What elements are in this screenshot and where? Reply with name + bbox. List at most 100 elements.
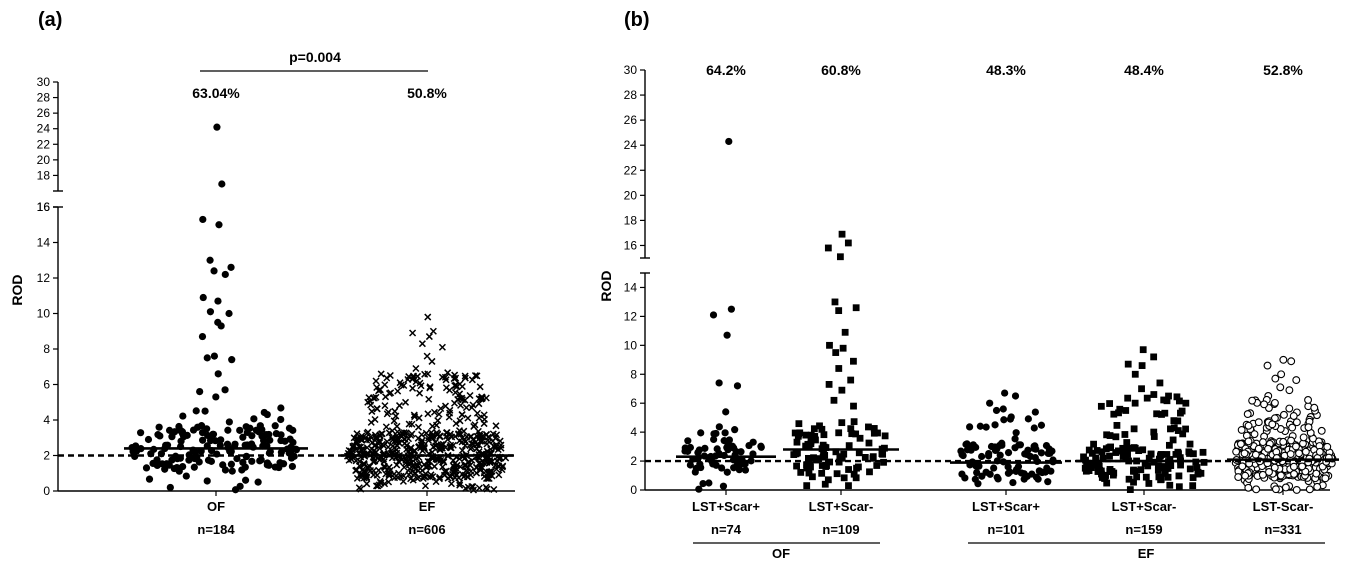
data-point [1037, 468, 1045, 476]
data-point [439, 463, 447, 471]
data-point [966, 423, 974, 431]
data-point [994, 475, 1002, 483]
data-point [1115, 409, 1122, 417]
data-point [352, 457, 360, 465]
data-point [454, 430, 462, 438]
data-point [967, 446, 975, 454]
data-point [429, 432, 437, 440]
data-point [1174, 417, 1182, 425]
data-point [1153, 410, 1161, 418]
data-point [480, 420, 488, 428]
n-count-label: n=184 [197, 522, 235, 537]
data-point [852, 430, 860, 438]
data-point [355, 443, 363, 451]
data-point [210, 267, 218, 275]
percentage-label: 60.8% [821, 62, 861, 78]
data-point [223, 440, 232, 448]
data-point [1112, 449, 1120, 456]
data-point [425, 333, 433, 341]
data-point [407, 431, 415, 439]
data-point [1156, 379, 1164, 387]
data-point [405, 471, 413, 479]
data-point [357, 446, 365, 454]
data-point [1250, 430, 1259, 439]
data-point [1163, 464, 1171, 471]
data-point [996, 441, 1004, 450]
data-point [1011, 435, 1019, 443]
y-tick-label: 0 [630, 483, 637, 497]
data-point [185, 456, 193, 464]
data-point [794, 449, 801, 457]
data-point [468, 482, 476, 491]
data-point [691, 468, 699, 476]
data-point [1021, 450, 1029, 458]
data-point [418, 340, 426, 348]
data-point [474, 427, 482, 435]
data-point [214, 370, 222, 378]
data-point [1281, 483, 1290, 492]
data-point [1234, 473, 1243, 482]
data-point [429, 472, 437, 481]
data-point [289, 426, 297, 434]
data-point [982, 468, 990, 476]
data-point [373, 405, 381, 413]
data-point [1103, 431, 1111, 439]
data-point [422, 429, 430, 437]
data-point [236, 482, 244, 490]
data-point [861, 453, 869, 461]
data-point [1037, 421, 1046, 429]
data-point [844, 239, 852, 247]
data-point [991, 421, 999, 429]
data-point [1238, 462, 1247, 471]
data-point [850, 357, 857, 365]
data-point [482, 430, 490, 438]
data-point [461, 372, 469, 380]
data-point [493, 431, 501, 439]
data-point [1124, 394, 1132, 402]
data-point [1270, 398, 1279, 407]
data-point [1119, 453, 1127, 460]
data-point [469, 486, 478, 494]
data-point [475, 400, 483, 408]
data-point [347, 455, 355, 463]
data-point [1259, 438, 1267, 447]
panel-a-comparison-label: p=0.004 [289, 49, 341, 65]
data-point [400, 381, 408, 390]
data-point [749, 438, 757, 446]
data-point [424, 410, 432, 418]
data-point [1182, 425, 1189, 433]
y-tick-label: 14 [624, 280, 638, 294]
y-tick-label: 8 [43, 342, 50, 356]
data-point [402, 456, 410, 464]
data-point [428, 357, 436, 365]
data-point [137, 429, 145, 437]
data-point [1155, 462, 1162, 470]
y-tick-label: 8 [630, 367, 637, 381]
y-tick-label: 22 [624, 163, 638, 177]
data-point [803, 464, 811, 472]
data-point [368, 407, 376, 415]
data-point [1150, 433, 1158, 440]
data-point [832, 349, 840, 356]
data-point [1185, 448, 1193, 456]
data-point [394, 387, 402, 395]
data-point [1165, 441, 1173, 449]
data-point [830, 396, 838, 404]
y-tick-label: 18 [37, 168, 51, 182]
data-point [422, 470, 430, 478]
data-point [1161, 470, 1169, 477]
data-point [375, 481, 383, 489]
data-point [1232, 447, 1241, 456]
data-point [1116, 405, 1124, 413]
data-point [246, 424, 254, 432]
data-point [695, 446, 703, 454]
data-point [1301, 447, 1310, 456]
data-point [158, 460, 166, 468]
data-point [835, 307, 843, 315]
data-point [848, 430, 856, 438]
data-point [438, 343, 446, 351]
data-point [424, 313, 432, 321]
data-point [206, 437, 215, 445]
data-point [880, 458, 887, 466]
data-point [1177, 409, 1184, 417]
